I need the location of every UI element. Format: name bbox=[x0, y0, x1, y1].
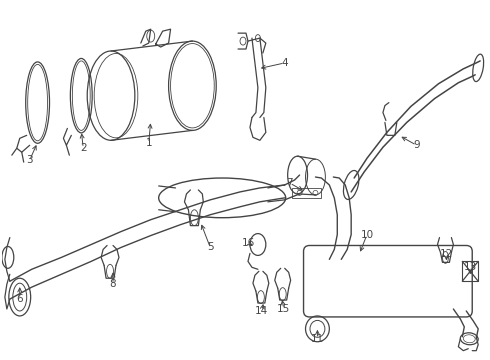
FancyBboxPatch shape bbox=[303, 246, 472, 317]
Text: 11: 11 bbox=[311, 334, 324, 344]
Text: 8: 8 bbox=[110, 279, 116, 289]
Text: 3: 3 bbox=[26, 155, 33, 165]
Text: 10: 10 bbox=[361, 230, 373, 239]
Text: 9: 9 bbox=[414, 140, 420, 150]
Text: 5: 5 bbox=[207, 243, 214, 252]
Text: 6: 6 bbox=[17, 294, 23, 304]
Bar bbox=[292, 188, 321, 198]
Text: 4: 4 bbox=[281, 58, 288, 68]
Text: 1: 1 bbox=[146, 138, 152, 148]
Ellipse shape bbox=[159, 178, 286, 218]
Text: 12: 12 bbox=[440, 249, 453, 260]
Text: 14: 14 bbox=[255, 306, 269, 316]
Text: 16: 16 bbox=[242, 238, 255, 248]
Text: 13: 13 bbox=[464, 262, 477, 272]
Text: 7: 7 bbox=[286, 178, 293, 188]
Text: 15: 15 bbox=[277, 304, 290, 314]
Text: 2: 2 bbox=[80, 143, 87, 153]
Bar bbox=[462, 261, 478, 281]
